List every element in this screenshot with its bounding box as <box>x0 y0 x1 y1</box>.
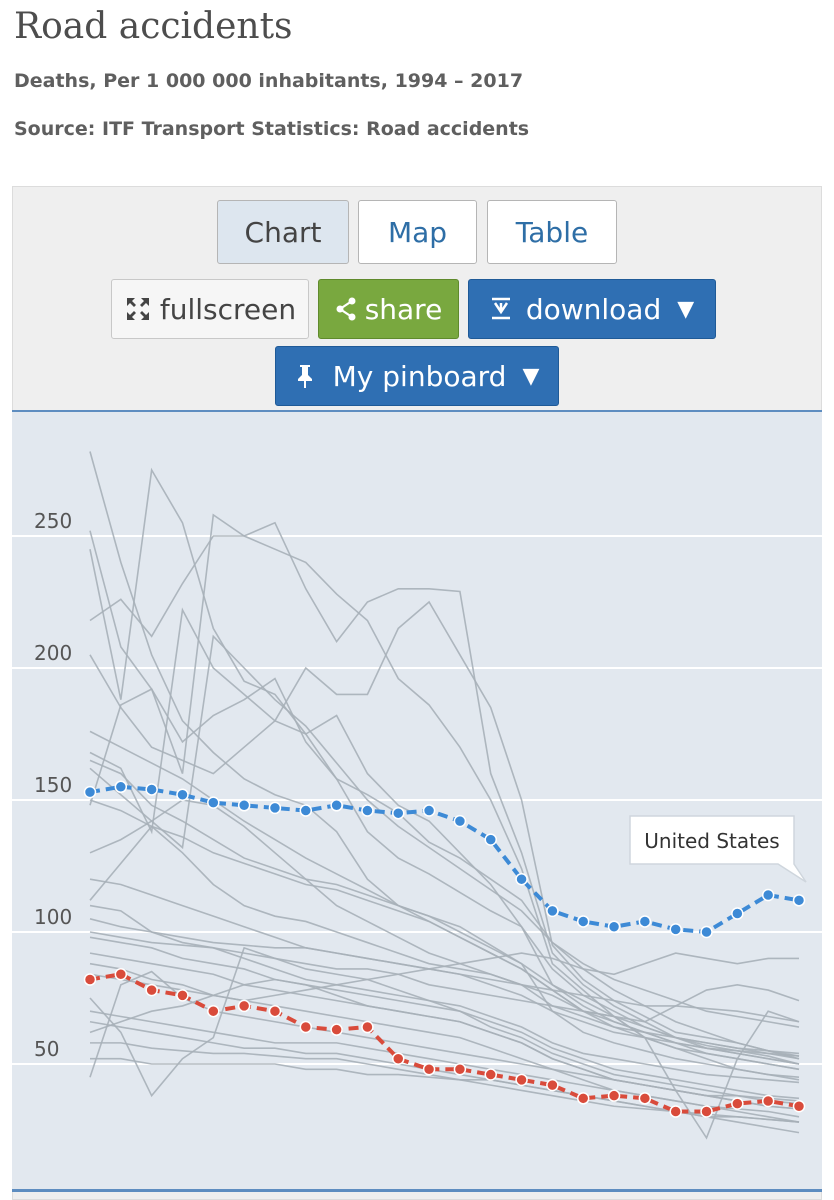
data-point <box>731 1097 744 1110</box>
line-chart: 50 100 150 200 250 United States <box>12 451 822 1140</box>
download-button[interactable]: download ▼ <box>468 279 716 339</box>
data-point <box>546 904 559 918</box>
fullscreen-icon <box>124 295 152 323</box>
data-point <box>330 1023 343 1036</box>
series-line-background <box>89 936 800 1100</box>
series-line-background <box>89 946 800 1105</box>
plot-area: 50 100 150 200 250 United States <box>12 410 822 1192</box>
data-point <box>299 804 313 817</box>
source-note: Source: ITF Transport Statistics: Road a… <box>14 118 530 140</box>
series-line-background <box>89 931 800 1140</box>
data-point <box>669 1105 682 1118</box>
data-point <box>576 915 590 928</box>
data-point <box>546 1078 559 1092</box>
series-line-background <box>89 952 800 1110</box>
data-point <box>761 1094 775 1108</box>
series-line-background <box>89 513 800 1081</box>
data-point <box>145 983 158 997</box>
fullscreen-button[interactable]: fullscreen <box>111 279 309 339</box>
data-point <box>361 804 374 817</box>
series-line-background <box>89 600 800 1060</box>
data-point <box>330 799 343 812</box>
data-point <box>392 806 405 820</box>
data-point <box>761 888 775 902</box>
share-label: share <box>364 292 443 326</box>
data-point <box>484 1068 497 1081</box>
data-point <box>669 923 682 936</box>
data-point <box>731 907 744 920</box>
series-line-background <box>89 952 799 1002</box>
subtitle: Deaths, Per 1 000 000 inhabitants, 1994 … <box>14 70 524 92</box>
tab-table[interactable]: Table <box>487 200 617 264</box>
plot-bottom-border <box>12 1189 822 1192</box>
pinboard-label: My pinboard <box>332 359 507 393</box>
series-line-background <box>89 970 800 1102</box>
pin-icon <box>295 363 315 389</box>
series-line-background <box>89 759 800 1060</box>
data-point <box>114 967 128 981</box>
share-icon <box>335 297 357 321</box>
data-point <box>361 1020 374 1034</box>
data-point <box>114 780 128 794</box>
data-point <box>700 925 713 939</box>
data-point <box>176 788 189 801</box>
data-point <box>453 814 467 828</box>
y-tick-label: 50 <box>34 1037 59 1061</box>
data-point <box>83 785 97 799</box>
tab-map[interactable]: Map <box>358 200 477 264</box>
data-point <box>207 796 220 809</box>
share-button[interactable]: share <box>318 279 459 339</box>
data-point <box>145 783 158 796</box>
data-point <box>700 1105 713 1118</box>
data-point <box>515 872 528 886</box>
download-label: download <box>525 292 662 326</box>
fullscreen-label: fullscreen <box>159 292 297 326</box>
data-point <box>268 801 282 815</box>
series-line-background <box>89 521 800 1065</box>
data-point <box>515 1073 528 1087</box>
y-tick-label: 200 <box>34 641 72 665</box>
series-label-box <box>629 815 807 883</box>
pinboard-button[interactable]: My pinboard ▼ <box>275 346 559 406</box>
y-tick-label: 250 <box>34 509 72 533</box>
data-point <box>638 915 652 928</box>
data-point <box>392 1052 405 1065</box>
data-point <box>237 799 251 812</box>
y-tick-label: 100 <box>34 905 72 929</box>
series-line-background <box>89 634 800 1057</box>
data-point <box>422 1063 436 1076</box>
data-point <box>607 920 621 933</box>
data-point <box>83 973 97 986</box>
series-line-background <box>89 918 800 1023</box>
data-point <box>792 1099 806 1113</box>
data-point <box>237 999 251 1013</box>
data-point <box>422 804 436 817</box>
caret-down-icon: ▼ <box>677 296 695 322</box>
series-line-background <box>89 467 800 1071</box>
series-line-background <box>89 799 800 1065</box>
data-point <box>268 1004 282 1018</box>
series-line-background <box>89 1010 800 1123</box>
data-point <box>576 1092 590 1105</box>
data-point <box>453 1063 467 1076</box>
page-title: Road accidents <box>14 6 293 47</box>
data-point <box>638 1092 652 1105</box>
data-point <box>607 1089 621 1102</box>
y-tick-label: 150 <box>34 773 72 797</box>
data-point <box>299 1020 313 1034</box>
tab-chart[interactable]: Chart <box>217 200 349 264</box>
series-label: United States <box>644 829 779 853</box>
download-icon <box>490 297 512 321</box>
data-point <box>484 833 497 846</box>
data-point <box>176 989 189 1002</box>
series-line-background <box>89 451 800 1078</box>
data-point <box>207 1004 220 1018</box>
data-point <box>792 894 806 907</box>
caret-down-icon: ▼ <box>522 363 540 389</box>
